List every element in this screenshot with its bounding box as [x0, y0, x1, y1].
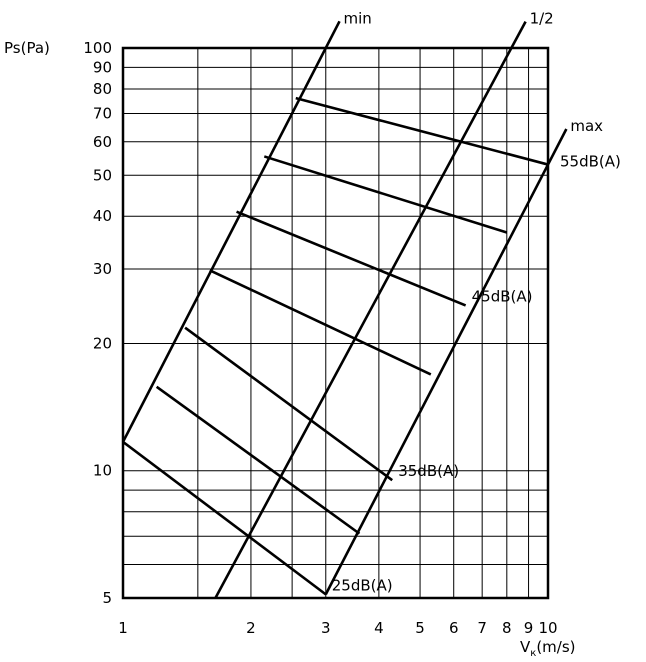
- noise-line: [236, 210, 467, 307]
- x-axis-label: Vк(m/s): [520, 638, 576, 659]
- x-tick-label: 4: [374, 619, 384, 637]
- y-tick-label: 60: [93, 133, 112, 151]
- curve-leader: [546, 128, 568, 166]
- y-tick-label: 90: [93, 58, 112, 76]
- noise-label: 55dB(A): [560, 153, 621, 171]
- x-axis-label-sub: к: [530, 648, 536, 659]
- noise-line: [155, 385, 361, 535]
- x-tick-label: 5: [415, 619, 425, 637]
- noise-label: 35dB(A): [398, 462, 459, 480]
- x-axis-label-main: V: [520, 638, 531, 656]
- y-tick-label: 5: [102, 589, 112, 607]
- y-axis-label: Ps(Pa): [4, 39, 50, 57]
- y-tick-label: 10: [93, 462, 112, 480]
- x-tick-label: 10: [538, 619, 557, 637]
- noise-line: [209, 269, 432, 376]
- y-tick-label: 50: [93, 166, 112, 184]
- noise-label: 25dB(A): [332, 576, 393, 594]
- noise-line: [184, 326, 393, 482]
- curves: [121, 20, 568, 599]
- curve-leader: [510, 20, 527, 49]
- noise-line: [263, 155, 508, 234]
- x-tick-label: 3: [321, 619, 331, 637]
- curve-leader: [324, 20, 341, 49]
- x-tick-label: 1: [118, 619, 128, 637]
- x-tick-label: 7: [477, 619, 487, 637]
- curve-label: min: [344, 9, 372, 27]
- y-tick-label: 70: [93, 104, 112, 122]
- boundary-line: [324, 163, 550, 595]
- noise-line: [295, 96, 549, 166]
- y-tick-label: 100: [83, 39, 112, 57]
- curve-label: max: [570, 117, 603, 135]
- x-tick-label: 2: [246, 619, 256, 637]
- curve-label: 1/2: [530, 10, 554, 28]
- y-tick-label: 30: [93, 260, 112, 278]
- y-tick-label: 20: [93, 334, 112, 352]
- x-tick-label: 9: [524, 619, 534, 637]
- boundary-line: [214, 47, 513, 599]
- curve-labels: min 1/2 max 25dB(A) 35dB(A) 45dB(A) 55dB(A): [332, 9, 621, 594]
- x-axis-label-unit: (m/s): [536, 638, 575, 656]
- y-tick-label: 80: [93, 80, 112, 98]
- boundary-line: [121, 47, 327, 443]
- x-tick-label: 6: [449, 619, 459, 637]
- plot-frame: [121, 46, 550, 600]
- y-tick-label: 40: [93, 207, 112, 225]
- noise-label: 45dB(A): [472, 287, 533, 305]
- x-tick-label: 8: [502, 619, 512, 637]
- noise-line: [122, 440, 327, 596]
